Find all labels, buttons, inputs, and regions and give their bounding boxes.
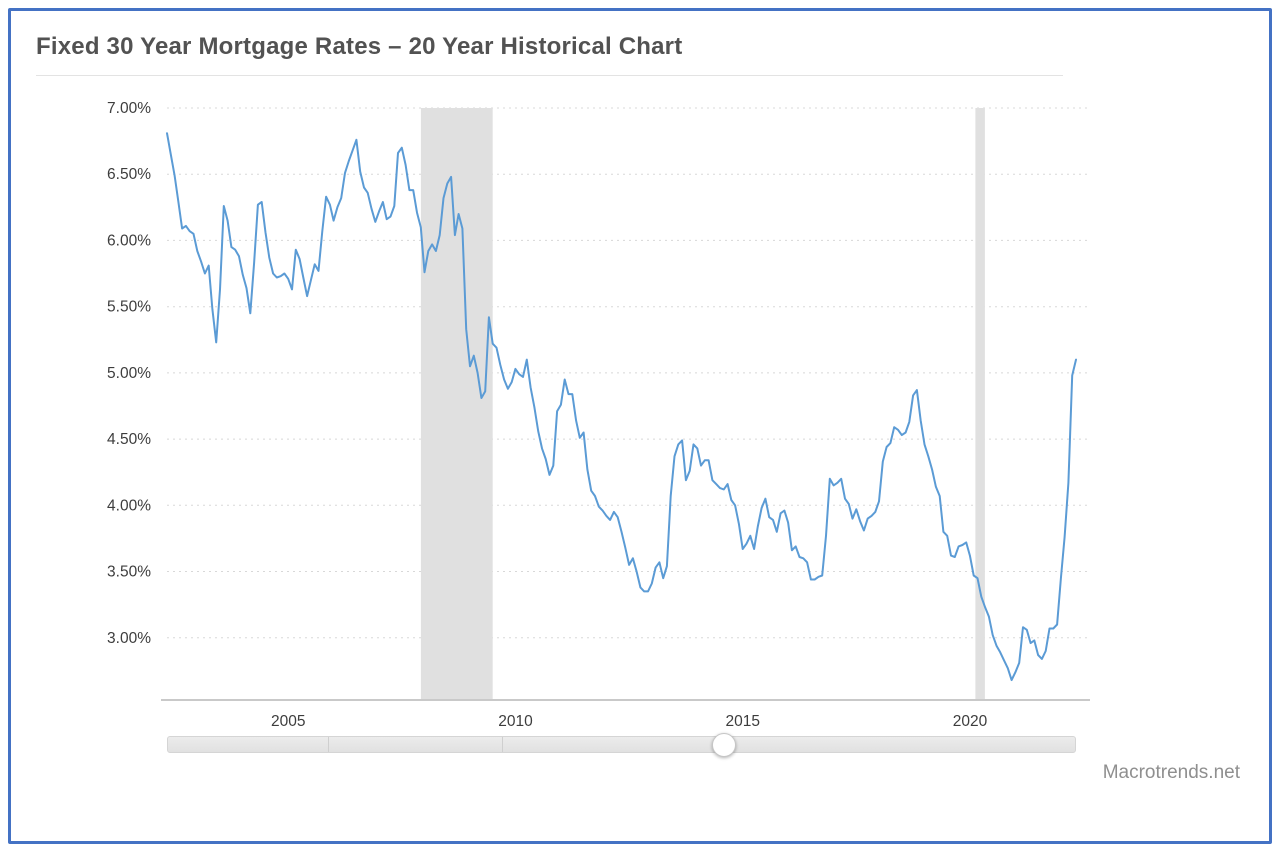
y-axis-label: 3.00% — [107, 630, 151, 647]
chart-frame: Fixed 30 Year Mortgage Rates – 20 Year H… — [8, 8, 1272, 844]
y-axis-label: 5.00% — [107, 365, 151, 382]
y-axis-label: 7.00% — [107, 100, 151, 117]
rate-line — [166, 132, 1077, 682]
slider-seam — [501, 737, 503, 752]
y-axis-label: 3.50% — [107, 564, 151, 581]
mortgage-rate-chart[interactable]: 7.00% 6.50% 6.00% 5.50% 5.00% 4.50% 4.00% 3.50%… — [22, 78, 1256, 730]
x-axis-label: 2015 — [725, 713, 759, 730]
y-axis-label: 4.00% — [107, 497, 151, 514]
y-axis-label: 6.50% — [107, 166, 151, 183]
x-axis-label: 2020 — [953, 713, 988, 730]
recession-band — [420, 108, 493, 700]
watermark-text: Macrotrends.net — [1102, 762, 1240, 783]
recession-band — [975, 108, 985, 700]
chart-title: Fixed 30 Year Mortgage Rates – 20 Year H… — [36, 33, 683, 60]
y-axis-label: 5.50% — [107, 299, 151, 316]
slider-handle[interactable] — [711, 732, 736, 757]
x-axis-label: 2010 — [498, 713, 533, 730]
y-axis-label: 4.50% — [107, 431, 151, 448]
timeline-scrollbar[interactable] — [167, 732, 1076, 757]
title-divider — [36, 75, 1063, 76]
x-axis-label: 2005 — [271, 713, 305, 730]
y-axis-label: 6.00% — [107, 232, 151, 249]
slider-seam — [327, 737, 329, 752]
